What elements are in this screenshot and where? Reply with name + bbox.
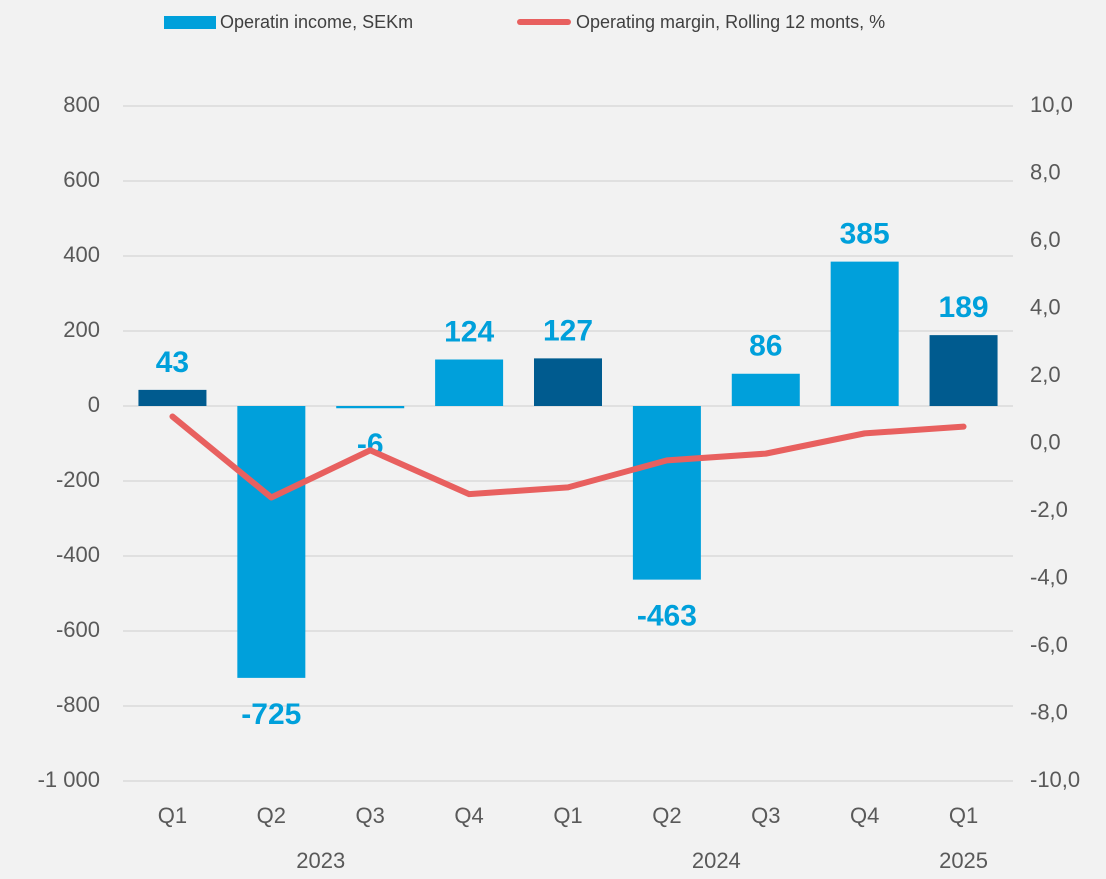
data-label: 86 [749,330,782,363]
x-tick-label: Q3 [356,803,385,828]
y2-tick-label: 8,0 [1030,159,1061,184]
data-label: -725 [241,698,301,731]
legend-swatch [164,16,216,29]
y-tick-label: -200 [56,467,100,492]
year-label: 2025 [939,848,988,873]
x-tick-label: Q3 [751,803,780,828]
y-tick-label: -400 [56,542,100,567]
year-label: 2023 [296,848,345,873]
legend-label: Operatin income, SEKm [220,12,413,32]
y2-tick-label: -2,0 [1030,497,1068,522]
y2-tick-label: 6,0 [1030,227,1061,252]
y2-tick-label: 10,0 [1030,92,1073,117]
x-tick-label: Q1 [158,803,187,828]
y-tick-label: 600 [63,167,100,192]
y2-tick-label: -6,0 [1030,632,1068,657]
line [169,413,967,501]
data-label: 127 [543,314,593,347]
y2-tick-label: -8,0 [1030,699,1068,724]
data-label: 43 [156,346,189,379]
bar [632,406,701,580]
y2-tick-label: -10,0 [1030,767,1080,792]
bar [731,373,800,406]
data-label: -463 [637,600,697,633]
bar [336,406,405,409]
data-label: 124 [444,315,494,348]
x-tick-label: Q1 [949,803,978,828]
y-tick-label: -600 [56,617,100,642]
bar [830,261,899,406]
x-tick-label: Q2 [652,803,681,828]
bar [138,389,207,406]
bar [534,358,602,406]
legend-label: Operating margin, Rolling 12 monts, % [576,12,885,32]
y-tick-label: 200 [63,317,100,342]
y2-tick-label: 4,0 [1030,294,1061,319]
bar [237,406,306,678]
y2-tick-label: 0,0 [1030,429,1061,454]
year-label: 2024 [692,848,741,873]
bar [435,359,504,406]
y2-tick-label: 2,0 [1030,362,1061,387]
y2-tick-label: -4,0 [1030,564,1068,589]
data-label: 189 [939,291,989,324]
y-tick-label: -1 000 [38,767,100,792]
x-tick-label: Q1 [553,803,582,828]
y-tick-label: 800 [63,92,100,117]
data-label: 385 [840,218,890,251]
bar [929,335,998,406]
y-tick-label: 0 [88,392,100,417]
y-tick-label: -800 [56,692,100,717]
x-tick-label: Q4 [454,803,483,828]
x-tick-label: Q2 [257,803,286,828]
y-tick-label: 400 [63,242,100,267]
x-tick-label: Q4 [850,803,879,828]
